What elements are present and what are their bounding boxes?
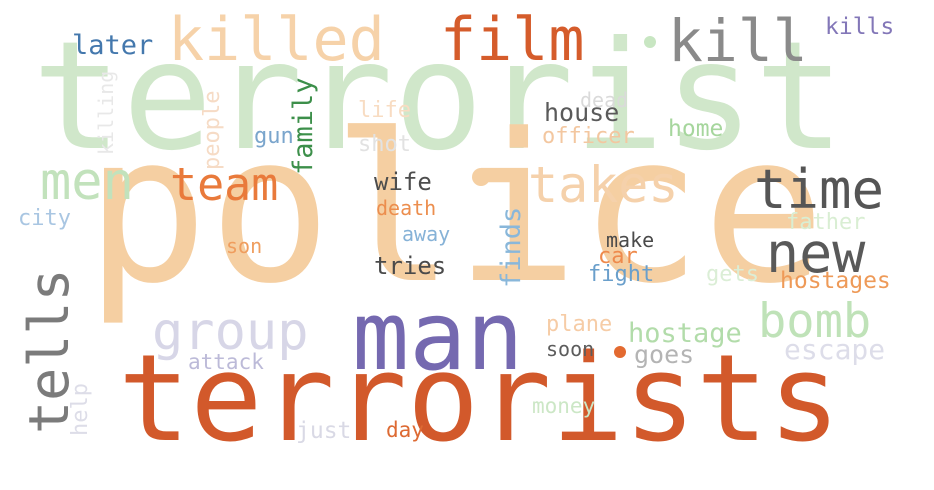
word-film: film bbox=[440, 5, 585, 75]
word-car: car bbox=[598, 244, 638, 269]
word-killed: killed bbox=[168, 5, 385, 75]
word-house: house bbox=[544, 98, 620, 127]
word-goes: goes bbox=[634, 340, 695, 369]
word-time: time bbox=[754, 158, 885, 221]
word-dead: dead bbox=[580, 88, 629, 112]
word-officer: officer bbox=[542, 124, 635, 149]
word-man: man bbox=[352, 282, 524, 392]
word-fight: fight bbox=[588, 262, 655, 287]
dot-orange bbox=[614, 346, 626, 358]
dot-peach bbox=[472, 168, 490, 186]
word-just: just bbox=[296, 418, 352, 444]
word-escape: escape bbox=[784, 333, 886, 366]
word-men: men bbox=[40, 152, 134, 212]
word-gun: gun bbox=[254, 124, 294, 149]
word-away: away bbox=[402, 222, 451, 246]
word-terrorist: terrorist bbox=[32, 10, 845, 184]
word-shot: shot bbox=[358, 132, 411, 157]
word-kill: kill bbox=[668, 7, 808, 75]
word-people: people bbox=[200, 90, 225, 170]
word-make: make bbox=[606, 228, 655, 252]
word-attack: attack bbox=[188, 350, 264, 374]
word-family: family bbox=[288, 77, 319, 175]
word-new: new bbox=[766, 221, 866, 285]
word-help: help bbox=[68, 383, 93, 436]
dot-green bbox=[644, 36, 656, 48]
word-soon: soon bbox=[546, 337, 595, 361]
word-death: death bbox=[376, 196, 437, 220]
word-city: city bbox=[18, 206, 71, 231]
word-money: money bbox=[532, 394, 596, 418]
word-police: police bbox=[85, 91, 826, 329]
word-group: group bbox=[152, 302, 309, 362]
word-takes: takes bbox=[528, 156, 679, 214]
word-later: later bbox=[72, 30, 154, 61]
word-terrorists: terrorists bbox=[118, 330, 841, 469]
word-plane: plane bbox=[546, 312, 613, 337]
word-son: son bbox=[226, 234, 263, 258]
word-hostage: hostage bbox=[628, 318, 742, 349]
word-gets: gets bbox=[706, 262, 759, 287]
word-father: father bbox=[786, 210, 866, 235]
word-team: team bbox=[170, 158, 279, 211]
word-finds: finds bbox=[496, 206, 527, 288]
word-wife: wife bbox=[374, 168, 432, 196]
word-tries: tries bbox=[374, 252, 447, 280]
word-life: life bbox=[358, 98, 411, 123]
word-home: home bbox=[668, 116, 724, 142]
word-killing: killing bbox=[94, 70, 118, 155]
word-hostages: hostages bbox=[780, 268, 891, 294]
word-bomb: bomb bbox=[758, 294, 872, 349]
word-kills: kills bbox=[825, 14, 895, 40]
word-day: day bbox=[386, 418, 424, 442]
